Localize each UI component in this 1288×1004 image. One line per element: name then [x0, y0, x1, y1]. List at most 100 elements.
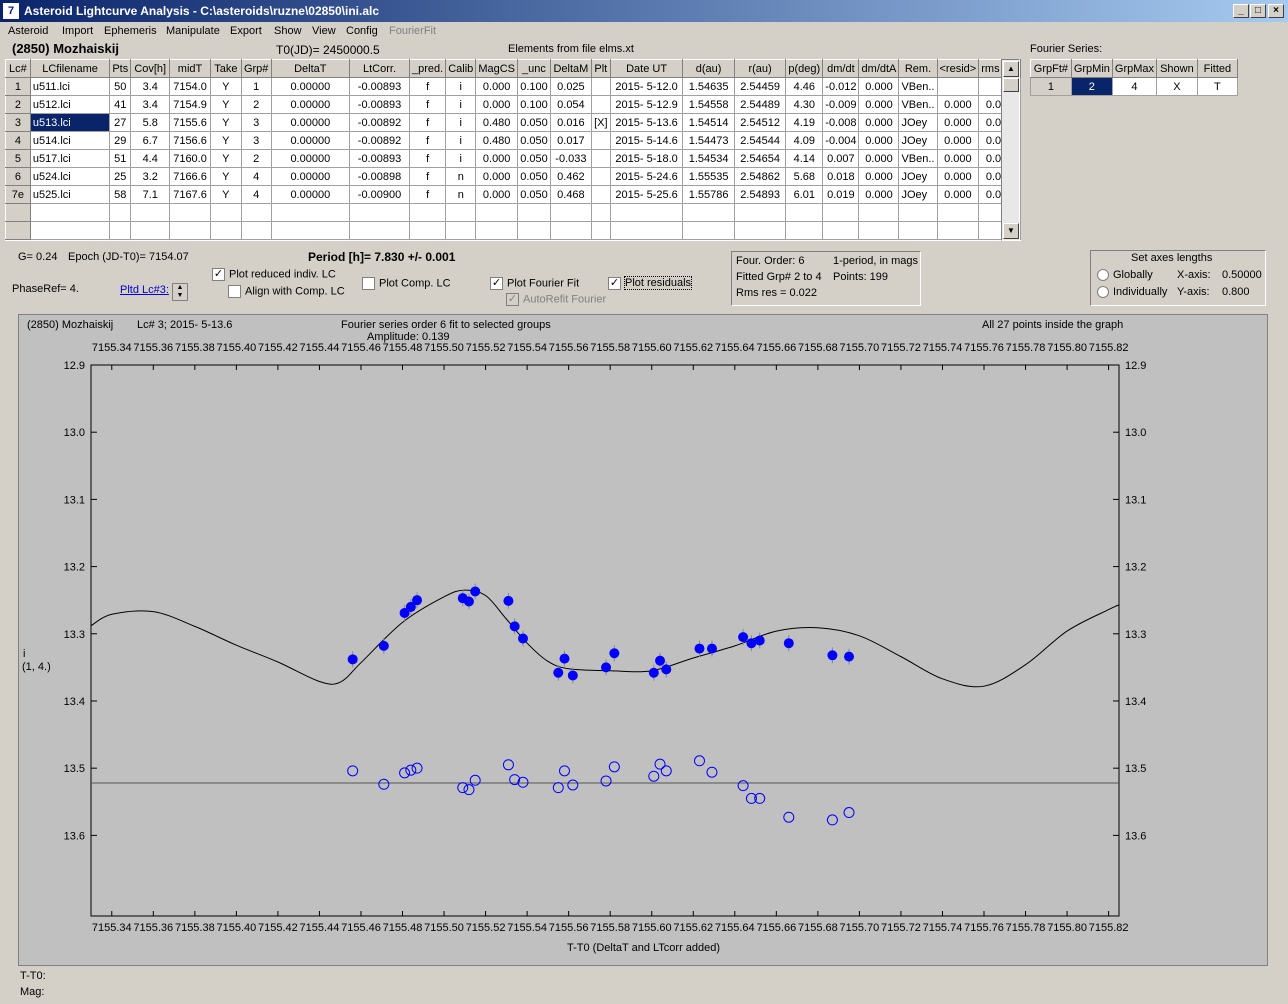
table-cell[interactable]: [209, 203, 242, 222]
scroll-up-icon[interactable]: ▲: [1003, 61, 1019, 77]
table-cell[interactable]: 2.54459: [733, 77, 787, 96]
menu-asteroid[interactable]: Asteroid: [8, 25, 49, 37]
table-cell[interactable]: -0.009: [822, 95, 860, 114]
table-cell[interactable]: 1.54558: [682, 95, 735, 114]
table-cell[interactable]: 7167.6: [169, 185, 211, 204]
table-cell[interactable]: [590, 221, 611, 240]
table-cell[interactable]: 58: [109, 185, 132, 204]
column-header[interactable]: LtCorr.: [348, 59, 411, 78]
table-cell[interactable]: 0.00000: [270, 167, 350, 186]
lc-filename-cell[interactable]: u517.lci: [29, 149, 111, 168]
table-cell[interactable]: [348, 203, 411, 222]
table-cell[interactable]: 7154.9: [169, 95, 211, 114]
table-cell[interactable]: [517, 203, 551, 222]
fourier-cell[interactable]: X: [1156, 77, 1198, 96]
table-cell[interactable]: [682, 203, 735, 222]
table-cell[interactable]: -0.012: [822, 77, 860, 96]
table-cell[interactable]: 3.4: [130, 77, 171, 96]
table-cell[interactable]: 2015- 5-18.0: [609, 149, 684, 168]
column-header[interactable]: DeltaM: [549, 59, 592, 78]
table-cell[interactable]: 29: [109, 131, 132, 150]
table-cell[interactable]: f: [409, 149, 447, 168]
table-cell[interactable]: 0.480: [475, 113, 518, 132]
menu-export[interactable]: Export: [230, 25, 262, 37]
table-cell[interactable]: -0.004: [822, 131, 860, 150]
table-cell[interactable]: [475, 221, 518, 240]
table-cell[interactable]: [609, 203, 684, 222]
table-cell[interactable]: [270, 221, 350, 240]
table-cell[interactable]: [169, 203, 211, 222]
table-cell[interactable]: 3: [240, 131, 272, 150]
fourier-column-header[interactable]: Shown: [1156, 59, 1198, 78]
column-header[interactable]: Plt: [590, 59, 611, 78]
table-cell[interactable]: 4.09: [785, 131, 824, 150]
table-cell[interactable]: 0.00000: [270, 131, 350, 150]
fourier-column-header[interactable]: Fitted: [1196, 59, 1239, 78]
table-cell[interactable]: 0.000: [858, 185, 900, 204]
table-cell[interactable]: 4: [240, 185, 272, 204]
checkbox-checked-icon[interactable]: ✓: [490, 277, 503, 290]
column-header[interactable]: r(au): [733, 59, 787, 78]
table-cell[interactable]: [475, 203, 518, 222]
table-cell[interactable]: 2: [240, 95, 272, 114]
table-cell[interactable]: [X]: [590, 113, 611, 132]
table-cell[interactable]: 0.468: [549, 185, 592, 204]
table-cell[interactable]: 0.000: [858, 95, 900, 114]
table-cell[interactable]: [169, 221, 211, 240]
row-header[interactable]: 4: [5, 131, 31, 150]
table-cell[interactable]: 7160.0: [169, 149, 211, 168]
table-cell[interactable]: [785, 203, 824, 222]
table-cell[interactable]: 0.00000: [270, 185, 350, 204]
table-cell[interactable]: 4.46: [785, 77, 824, 96]
table-cell[interactable]: [240, 221, 272, 240]
column-header[interactable]: Rem.: [898, 59, 938, 78]
menu-view[interactable]: View: [312, 25, 336, 37]
table-cell[interactable]: 1.55786: [682, 185, 735, 204]
table-cell[interactable]: [5, 203, 31, 222]
column-header[interactable]: _pred.: [409, 59, 447, 78]
pltd-lc-text[interactable]: Pltd Lc#3:: [120, 284, 169, 296]
table-cell[interactable]: 2: [240, 149, 272, 168]
table-cell[interactable]: 4.30: [785, 95, 824, 114]
empty-row[interactable]: [5, 203, 1021, 222]
maximize-button[interactable]: □: [1250, 4, 1266, 18]
row-header[interactable]: 6: [5, 167, 31, 186]
column-header[interactable]: Date UT: [609, 59, 684, 78]
table-cell[interactable]: f: [409, 113, 447, 132]
table-cell[interactable]: 2015- 5-13.6: [609, 113, 684, 132]
table-cell[interactable]: [130, 221, 171, 240]
table-cell[interactable]: [822, 221, 860, 240]
table-cell[interactable]: [445, 221, 477, 240]
table-cell[interactable]: 0.025: [549, 77, 592, 96]
table-cell[interactable]: f: [409, 131, 447, 150]
table-cell[interactable]: 0.462: [549, 167, 592, 186]
column-header[interactable]: Take: [209, 59, 242, 78]
column-header[interactable]: MagCS: [475, 59, 518, 78]
table-cell[interactable]: 6.7: [130, 131, 171, 150]
table-cell[interactable]: 2.54862: [733, 167, 787, 186]
table-cell[interactable]: [409, 203, 447, 222]
checkbox-empty-icon[interactable]: [362, 277, 375, 290]
table-cell[interactable]: i: [445, 149, 477, 168]
table-cell[interactable]: 3.4: [130, 95, 171, 114]
table-cell[interactable]: 27: [109, 113, 132, 132]
column-header[interactable]: Cov[h]: [130, 59, 171, 78]
table-cell[interactable]: JOey: [898, 167, 938, 186]
table-cell[interactable]: 0.000: [475, 167, 518, 186]
table-cell[interactable]: [29, 221, 111, 240]
individually-radio[interactable]: Individually: [1097, 286, 1167, 299]
autorefit-checkbox[interactable]: ✓ AutoRefit Fourier: [506, 293, 606, 306]
table-cell[interactable]: [109, 203, 132, 222]
table-cell[interactable]: 0.00000: [270, 113, 350, 132]
table-cell[interactable]: [590, 77, 611, 96]
table-cell[interactable]: [822, 203, 860, 222]
table-cell[interactable]: 0.016: [549, 113, 592, 132]
table-cell[interactable]: -0.008: [822, 113, 860, 132]
lc-filename-cell[interactable]: u525.lci: [29, 185, 111, 204]
table-cell[interactable]: [936, 203, 980, 222]
lightcurve-chart[interactable]: 7155.347155.347155.367155.367155.387155.…: [19, 315, 1269, 967]
table-cell[interactable]: [549, 221, 592, 240]
table-cell[interactable]: -0.00893: [348, 95, 411, 114]
table-cell[interactable]: 2015- 5-14.6: [609, 131, 684, 150]
table-cell[interactable]: Y: [209, 131, 242, 150]
